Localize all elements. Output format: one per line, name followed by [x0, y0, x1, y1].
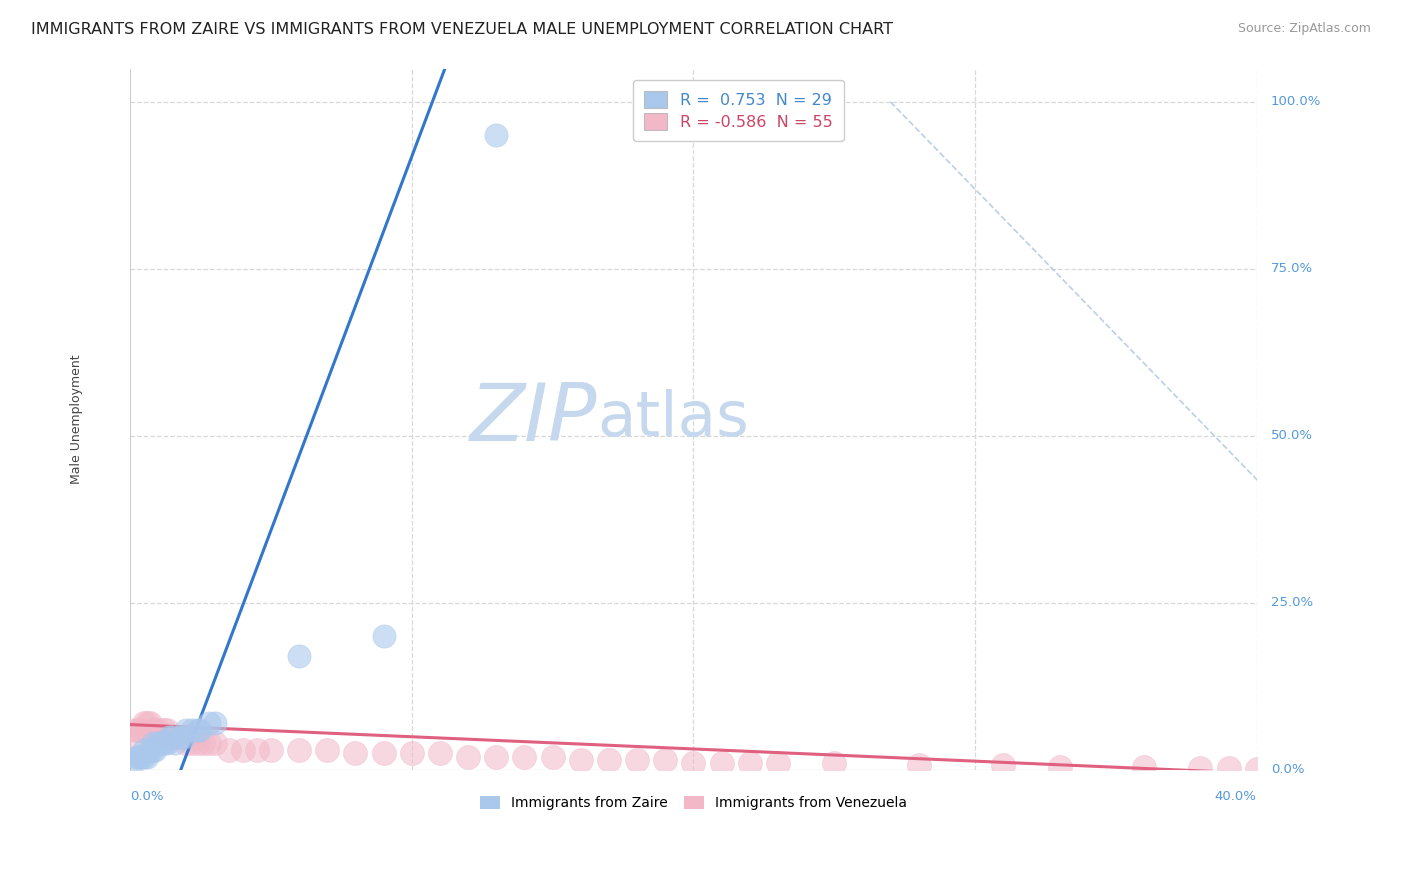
Point: [598, 753, 620, 767]
Point: [170, 730, 193, 744]
Point: [823, 756, 845, 771]
Point: [127, 749, 149, 764]
Point: [198, 736, 221, 750]
Point: [485, 749, 508, 764]
Point: [1189, 761, 1212, 775]
Point: [401, 746, 423, 760]
Point: [485, 128, 508, 143]
Point: [132, 716, 155, 731]
Text: 100.0%: 100.0%: [1271, 95, 1322, 109]
Text: atlas: atlas: [598, 389, 749, 450]
Point: [138, 743, 160, 757]
Point: [165, 730, 187, 744]
Point: [150, 730, 173, 744]
Point: [132, 743, 155, 757]
Point: [190, 723, 212, 737]
Point: [1133, 759, 1156, 773]
Point: [766, 756, 789, 771]
Text: IMMIGRANTS FROM ZAIRE VS IMMIGRANTS FROM VENEZUELA MALE UNEMPLOYMENT CORRELATION: IMMIGRANTS FROM ZAIRE VS IMMIGRANTS FROM…: [31, 22, 893, 37]
Point: [156, 723, 179, 737]
Point: [146, 723, 169, 737]
Text: 0.0%: 0.0%: [129, 790, 163, 803]
Point: [159, 730, 181, 744]
Point: [232, 743, 254, 757]
Text: 75.0%: 75.0%: [1271, 262, 1313, 276]
Point: [141, 736, 163, 750]
Point: [138, 716, 160, 731]
Point: [129, 749, 152, 764]
Point: [204, 716, 226, 731]
Point: [569, 753, 592, 767]
Point: [150, 736, 173, 750]
Text: ZIP: ZIP: [470, 380, 598, 458]
Point: [513, 749, 536, 764]
Point: [173, 730, 195, 744]
Point: [907, 757, 929, 772]
Point: [181, 736, 204, 750]
Point: [198, 716, 221, 731]
Point: [1049, 759, 1071, 773]
Point: [181, 723, 204, 737]
Point: [187, 723, 209, 737]
Point: [135, 716, 157, 731]
Point: [187, 736, 209, 750]
Text: 25.0%: 25.0%: [1271, 597, 1313, 609]
Point: [143, 743, 166, 757]
Point: [159, 730, 181, 744]
Point: [710, 756, 733, 771]
Point: [153, 723, 176, 737]
Point: [132, 749, 155, 764]
Point: [124, 749, 146, 764]
Point: [162, 730, 184, 744]
Point: [173, 730, 195, 744]
Text: 0.0%: 0.0%: [1271, 764, 1305, 777]
Point: [127, 723, 149, 737]
Text: Source: ZipAtlas.com: Source: ZipAtlas.com: [1237, 22, 1371, 36]
Point: [121, 756, 143, 771]
Point: [993, 757, 1015, 772]
Text: 40.0%: 40.0%: [1215, 790, 1257, 803]
Point: [129, 723, 152, 737]
Point: [288, 743, 311, 757]
Point: [167, 730, 190, 744]
Point: [121, 730, 143, 744]
Point: [738, 756, 761, 771]
Text: Male Unemployment: Male Unemployment: [70, 354, 83, 484]
Point: [218, 743, 240, 757]
Point: [204, 736, 226, 750]
Point: [153, 736, 176, 750]
Point: [1218, 761, 1240, 775]
Point: [246, 743, 269, 757]
Point: [316, 743, 339, 757]
Point: [344, 746, 367, 760]
Point: [124, 723, 146, 737]
Point: [156, 736, 179, 750]
Point: [429, 746, 451, 760]
Point: [682, 756, 704, 771]
Point: [654, 753, 676, 767]
Point: [162, 730, 184, 744]
Point: [626, 753, 648, 767]
Point: [176, 736, 198, 750]
Point: [193, 736, 215, 750]
Text: 50.0%: 50.0%: [1271, 429, 1313, 442]
Point: [373, 629, 395, 643]
Point: [260, 743, 283, 757]
Point: [170, 730, 193, 744]
Point: [288, 649, 311, 664]
Point: [373, 746, 395, 760]
Point: [165, 736, 187, 750]
Point: [135, 749, 157, 764]
Point: [141, 723, 163, 737]
Point: [1246, 762, 1268, 776]
Point: [541, 749, 564, 764]
Point: [457, 749, 479, 764]
Point: [176, 723, 198, 737]
Legend: Immigrants from Zaire, Immigrants from Venezuela: Immigrants from Zaire, Immigrants from V…: [475, 790, 912, 815]
Point: [141, 743, 163, 757]
Point: [146, 736, 169, 750]
Point: [143, 723, 166, 737]
